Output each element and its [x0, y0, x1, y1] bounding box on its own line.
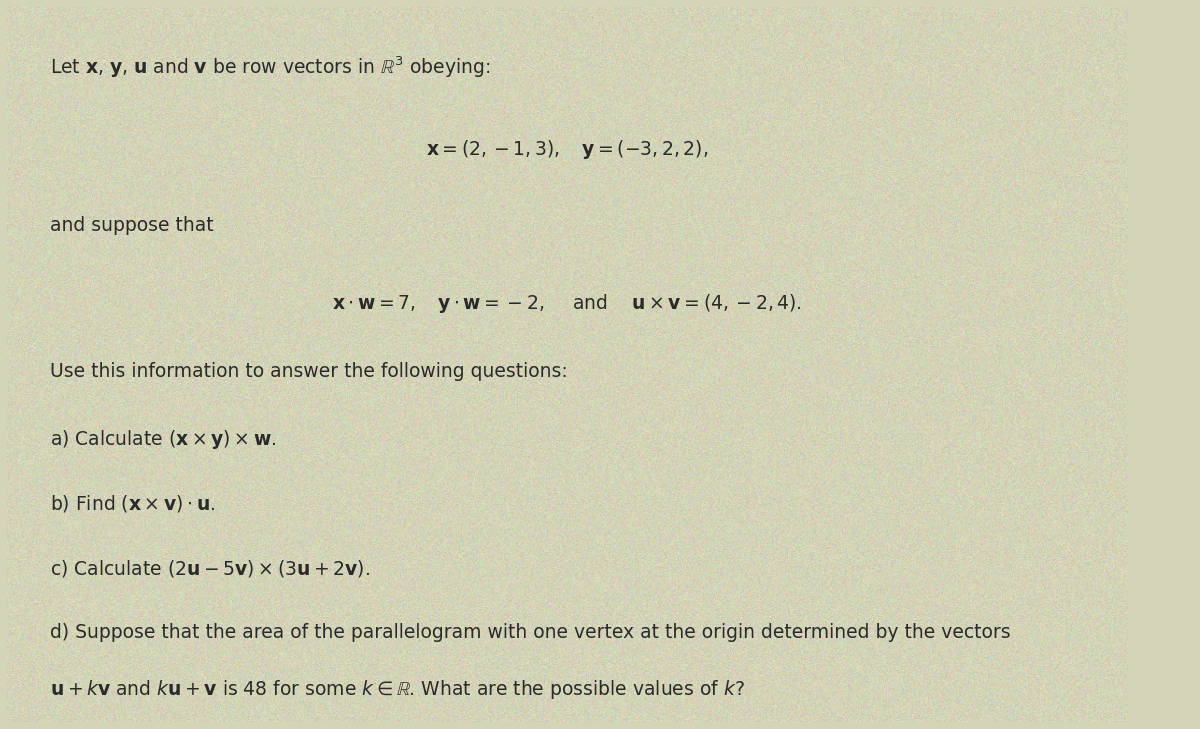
Text: $\mathbf{x} \cdot \mathbf{w} = 7, \quad \mathbf{y} \cdot \mathbf{w} = -2, \quad$: $\mathbf{x} \cdot \mathbf{w} = 7, \quad … — [332, 292, 802, 315]
Text: Let $\mathbf{x}$, $\mathbf{y}$, $\mathbf{u}$ and $\mathbf{v}$ be row vectors in : Let $\mathbf{x}$, $\mathbf{y}$, $\mathbf… — [49, 55, 490, 80]
Text: and suppose that: and suppose that — [49, 216, 214, 235]
Text: $\mathbf{u} + k\mathbf{v}$ and $k\mathbf{u} + \mathbf{v}$ is 48 for some $k \in : $\mathbf{u} + k\mathbf{v}$ and $k\mathbf… — [49, 679, 744, 701]
Text: $\mathbf{x} = (2, -1, 3), \quad \mathbf{y} = (-3, 2, 2),$: $\mathbf{x} = (2, -1, 3), \quad \mathbf{… — [426, 139, 708, 161]
Text: c) Calculate $(2\mathbf{u} - 5\mathbf{v}) \times (3\mathbf{u} + 2\mathbf{v})$.: c) Calculate $(2\mathbf{u} - 5\mathbf{v}… — [49, 558, 370, 579]
Text: b) Find $(\mathbf{x} \times \mathbf{v}) \cdot \mathbf{u}$.: b) Find $(\mathbf{x} \times \mathbf{v}) … — [49, 494, 215, 515]
Text: Use this information to answer the following questions:: Use this information to answer the follo… — [49, 362, 568, 381]
Text: d) Suppose that the area of the parallelogram with one vertex at the origin dete: d) Suppose that the area of the parallel… — [49, 623, 1010, 642]
Text: a) Calculate $(\mathbf{x} \times \mathbf{y}) \times \mathbf{w}$.: a) Calculate $(\mathbf{x} \times \mathbf… — [49, 428, 276, 451]
